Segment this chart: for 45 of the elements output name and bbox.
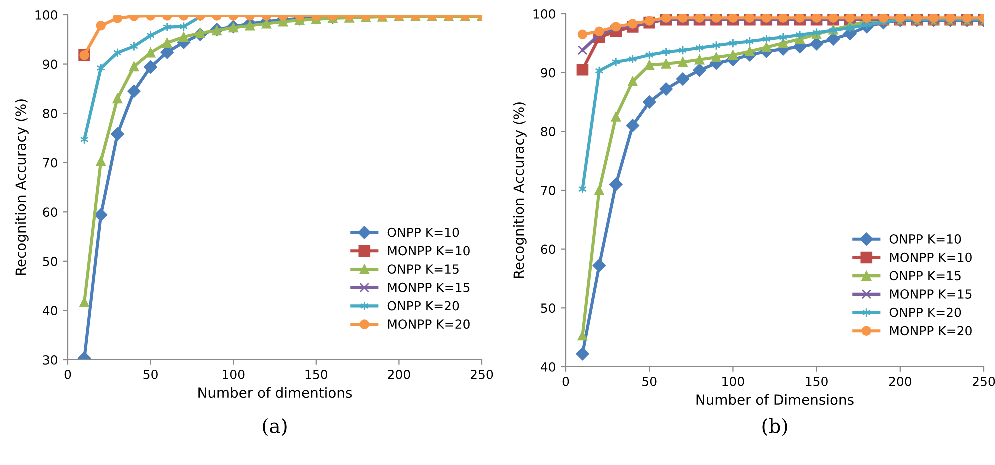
legend-label: ONPP K=20 bbox=[388, 301, 460, 311]
y-tick-label: 60 bbox=[541, 244, 556, 254]
y-tick-label: 70 bbox=[43, 158, 58, 168]
y-tick-label: 100 bbox=[36, 10, 58, 20]
y-tick-label: 90 bbox=[43, 60, 58, 70]
y-tick-label: 80 bbox=[541, 127, 556, 137]
y-tick-label: 70 bbox=[541, 186, 556, 196]
legend-label: ONPP K=15 bbox=[890, 271, 961, 281]
y-tick-label: 50 bbox=[541, 304, 556, 314]
x-axis-title: Number of Dimensions bbox=[696, 394, 854, 406]
y-tick-label: 40 bbox=[540, 362, 556, 372]
y-tick-label: 60 bbox=[43, 208, 58, 218]
y-tick-label: 90 bbox=[541, 68, 556, 78]
x-tick-label: 250 bbox=[972, 376, 995, 386]
x-tick-label: 200 bbox=[889, 376, 912, 386]
legend-label: MONPP K=15 bbox=[890, 290, 972, 299]
x-tick-label: 50 bbox=[642, 376, 657, 386]
legend-label: ONPP K=10 bbox=[890, 234, 962, 244]
x-tick-label: 150 bbox=[806, 376, 828, 386]
y-axis-title: Recognition Accuracy (%) bbox=[513, 102, 527, 278]
x-tick-label: 50 bbox=[144, 370, 158, 380]
legend-label: MONPP K=20 bbox=[388, 320, 470, 330]
legend-label: MONPP K=10 bbox=[890, 252, 972, 262]
text: (b) bbox=[762, 418, 788, 436]
legend-label: MONPP K=15 bbox=[388, 282, 470, 292]
x-tick-label: 100 bbox=[223, 370, 245, 380]
x-tick-label: 150 bbox=[306, 370, 328, 380]
legend-label: ONPP K=15 bbox=[388, 264, 459, 274]
y-tick-label: 40 bbox=[42, 306, 58, 316]
y-tick-label: 30 bbox=[43, 355, 58, 365]
x-tick-label: 200 bbox=[388, 370, 410, 380]
legend-label: MONPP K=10 bbox=[388, 246, 470, 256]
x-tick-label: 250 bbox=[470, 370, 494, 380]
text: (a) bbox=[263, 418, 287, 436]
y-tick-label: 50 bbox=[43, 256, 58, 266]
legend-label: ONPP K=10 bbox=[388, 228, 460, 238]
x-tick-label: 0 bbox=[64, 370, 72, 380]
x-axis-title: Number of dimentions bbox=[198, 387, 352, 398]
y-tick-label: 80 bbox=[43, 109, 58, 118]
x-tick-label: 0 bbox=[562, 376, 570, 386]
y-axis-title: Recognition Accuracy (%) bbox=[15, 100, 29, 276]
x-tick-label: 100 bbox=[722, 376, 744, 386]
y-tick-label: 100 bbox=[534, 9, 556, 19]
legend-label: MONPP K=20 bbox=[890, 326, 972, 336]
legend-label: ONPP K=20 bbox=[890, 308, 962, 318]
